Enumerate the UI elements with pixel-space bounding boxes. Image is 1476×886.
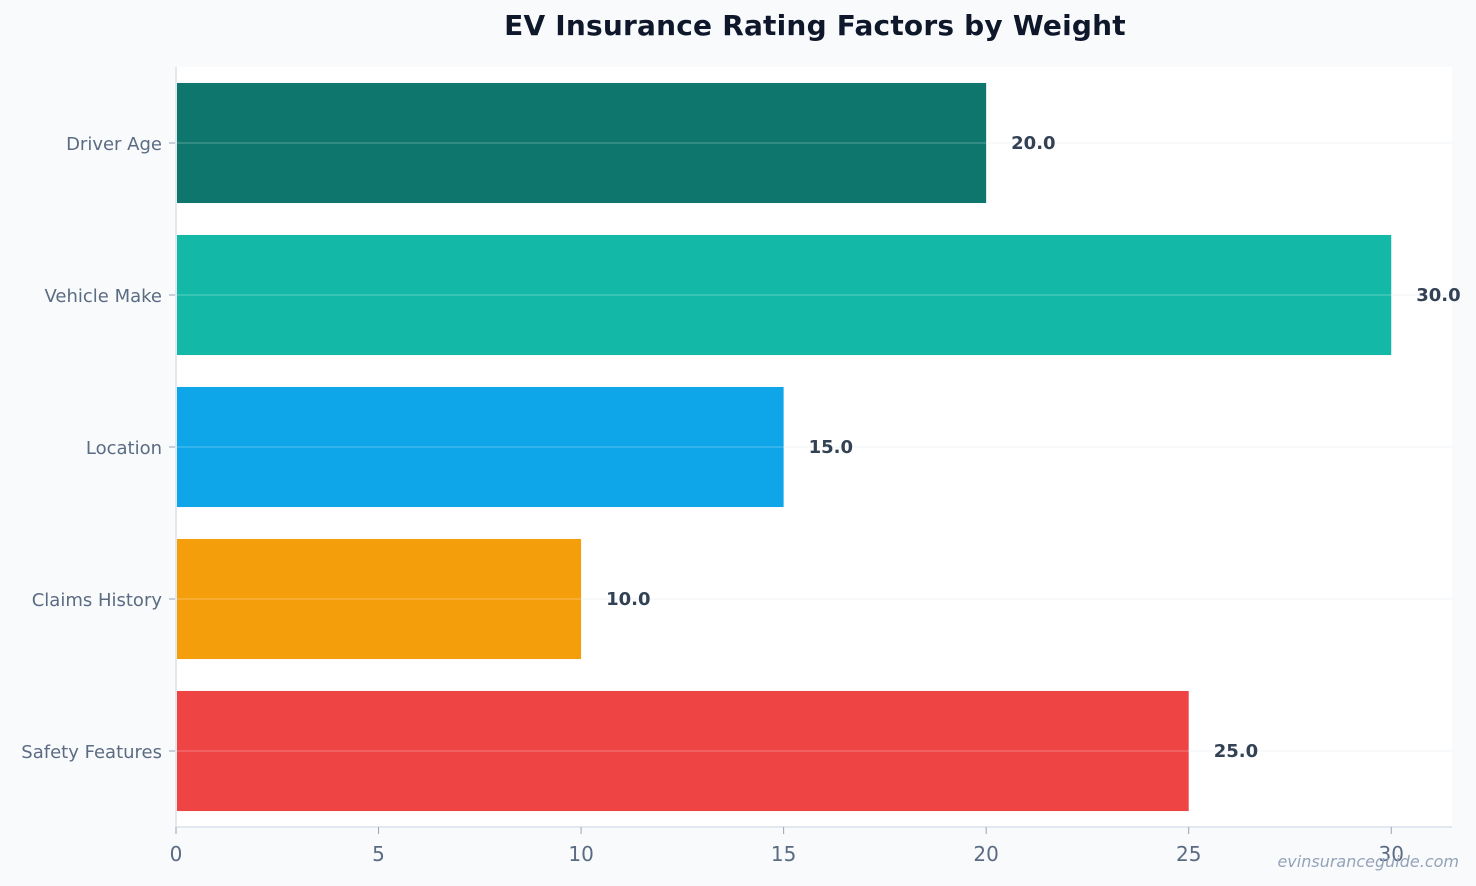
x-tick-label-30: 30 bbox=[1379, 842, 1404, 866]
x-tick-label-20: 20 bbox=[973, 842, 998, 866]
data-label-vehicle-make: 30.0 bbox=[1416, 285, 1460, 306]
bar-claims-history bbox=[176, 538, 582, 660]
y-tick-label-driver-age: Driver Age bbox=[66, 134, 162, 155]
chart-title: EV Insurance Rating Factors by Weight bbox=[504, 9, 1126, 42]
x-tick-label-25: 25 bbox=[1176, 842, 1201, 866]
y-tick-label-vehicle-make: Vehicle Make bbox=[44, 286, 162, 307]
watermark: evinsuranceguide.com bbox=[1277, 852, 1459, 871]
x-tick-label-15: 15 bbox=[771, 842, 796, 866]
bar-safety-features bbox=[176, 690, 1189, 812]
x-tick-label-0: 0 bbox=[170, 842, 183, 866]
data-label-claims-history: 10.0 bbox=[606, 589, 650, 610]
y-tick-label-location: Location bbox=[86, 438, 162, 459]
bar-driver-age bbox=[176, 82, 987, 204]
bars-layer bbox=[176, 82, 1452, 812]
data-label-safety-features: 25.0 bbox=[1214, 741, 1258, 762]
x-tick-label-5: 5 bbox=[372, 842, 385, 866]
x-tick-label-10: 10 bbox=[568, 842, 593, 866]
y-tick-label-claims-history: Claims History bbox=[32, 590, 163, 611]
bar-vehicle-make bbox=[176, 234, 1392, 356]
data-label-location: 15.0 bbox=[809, 437, 853, 458]
bar-location bbox=[176, 386, 784, 508]
y-tick-label-safety-features: Safety Features bbox=[21, 742, 162, 763]
labels-layer: Driver Age 20.0 Vehicle Make 30.0 Location 15… bbox=[21, 133, 1460, 866]
data-label-driver-age: 20.0 bbox=[1011, 133, 1055, 154]
axes-layer bbox=[169, 67, 1452, 834]
